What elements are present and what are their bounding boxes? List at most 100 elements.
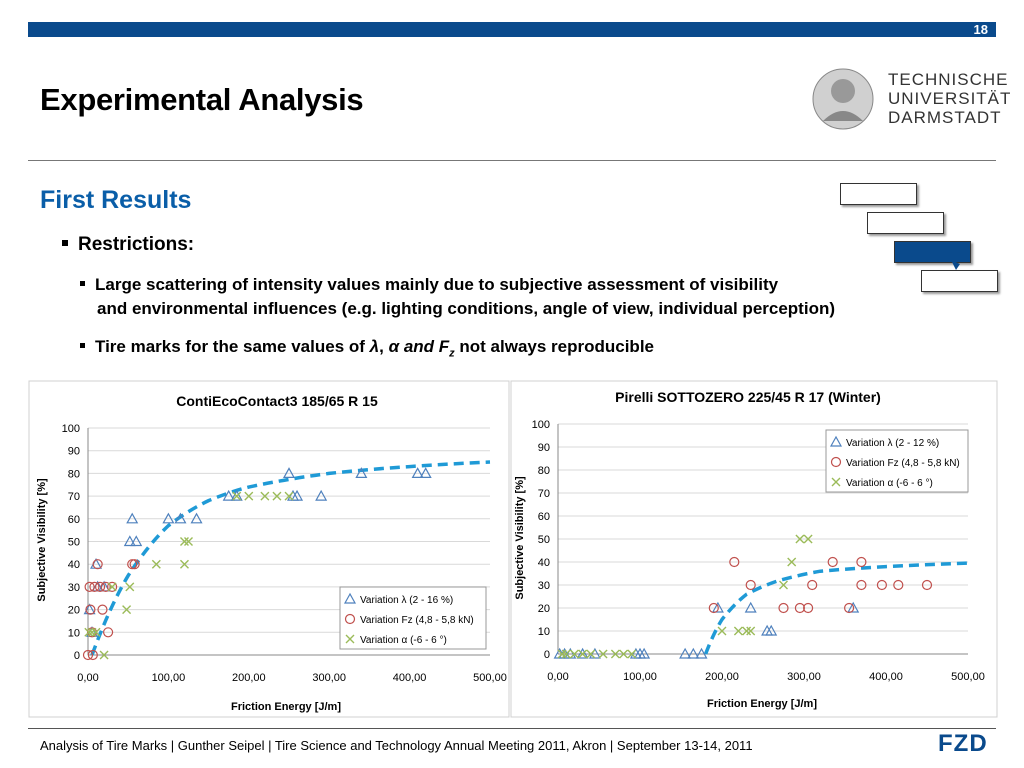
fit-curve — [703, 561, 969, 655]
y-tick-label: 70 — [68, 491, 80, 503]
legend-marker — [830, 456, 842, 468]
top-bar — [28, 22, 996, 37]
stair-step-4 — [921, 270, 998, 292]
data-point — [598, 649, 608, 659]
data-point — [291, 489, 304, 501]
data-point — [695, 647, 708, 659]
legend-entry: Variation λ (2 - 12 %) — [846, 438, 939, 449]
data-point — [122, 605, 132, 615]
y-tick-label: 40 — [538, 557, 550, 569]
data-point — [232, 491, 242, 501]
chart-conti: ContiEcoContact3 185/65 R 15 0 10 20 30 40 50… — [28, 380, 510, 718]
data-point — [282, 467, 296, 479]
slide-title: Experimental Analysis — [40, 82, 364, 117]
data-point — [84, 627, 94, 637]
data-point — [107, 581, 118, 592]
bullet-restrictions-text: Restrictions: — [78, 234, 195, 255]
stair-step-3 — [894, 241, 971, 263]
y-tick-label: 70 — [538, 488, 550, 500]
y-tick-label: 100 — [62, 423, 80, 435]
university-name: TECHNISCHE UNIVERSITÄT DARMSTADT — [888, 70, 1011, 127]
data-point — [87, 649, 98, 661]
x-tick-label: 100,00 — [623, 671, 657, 683]
data-point — [779, 580, 788, 590]
data-point — [230, 489, 243, 501]
data-point — [125, 582, 135, 592]
y-tick-label: 0 — [74, 650, 80, 662]
data-point — [619, 649, 629, 659]
portrait-seal-icon — [812, 68, 874, 130]
legend-marker — [345, 634, 355, 644]
fzd-logo: FZD — [938, 730, 988, 757]
data-point — [222, 489, 235, 501]
data-point — [190, 512, 203, 524]
y-tick-label: 30 — [538, 580, 550, 592]
data-point — [84, 581, 95, 592]
y-tick-label: 10 — [538, 626, 550, 638]
bullet3-sub: z — [449, 347, 455, 360]
data-point — [102, 627, 114, 638]
data-point — [576, 647, 589, 659]
y-tick-label: 30 — [68, 582, 80, 594]
bullet-scattering-line2: and environmental influences (e.g. light… — [97, 299, 835, 318]
legend-entry: Variation λ (2 - 16 %) — [360, 595, 453, 606]
stair-arrow-icon — [951, 260, 960, 270]
data-point — [765, 624, 778, 636]
x-tick-label: 200,00 — [232, 672, 266, 684]
data-point — [679, 647, 692, 659]
bullet-restrictions: Restrictions: — [62, 234, 194, 256]
x-tick-label: 100,00 — [152, 672, 186, 684]
data-point — [744, 601, 757, 613]
y-tick-label: 90 — [538, 442, 550, 454]
data-point — [856, 579, 867, 591]
x-tick-label: 500,00 — [951, 671, 985, 683]
chart-title: Pirelli SOTTOZERO 225/45 R 17 (Winter) — [615, 389, 881, 405]
y-tick-label: 90 — [68, 446, 80, 458]
data-point — [803, 534, 813, 544]
legend-marker — [831, 477, 841, 487]
data-point — [284, 491, 294, 501]
logo-line-1: TECHNISCHE — [888, 70, 1009, 89]
data-point — [578, 649, 588, 659]
data-point — [876, 579, 887, 591]
x-tick-label: 400,00 — [869, 671, 903, 683]
data-point — [733, 626, 743, 636]
data-point — [244, 491, 254, 501]
data-point — [127, 559, 138, 570]
data-point — [561, 649, 571, 659]
bullet-scattering-line1: Large scattering of intensity values mai… — [95, 275, 779, 294]
data-point — [89, 581, 100, 592]
legend-entry: Variation α (-6 - 6 °) — [846, 478, 933, 489]
logo-line-3: DARMSTADT — [888, 108, 1002, 127]
legend-marker — [344, 613, 356, 625]
y-axis-label: Subjective Visibility [%] — [514, 476, 526, 600]
data-point — [746, 626, 756, 636]
legend-marker — [343, 592, 357, 604]
data-point — [355, 467, 368, 479]
data-point — [827, 556, 838, 568]
x-tick-label: 400,00 — [393, 672, 427, 684]
y-tick-label: 80 — [538, 465, 550, 477]
data-point — [107, 582, 117, 592]
fit-curve — [90, 460, 491, 656]
bullet3-pre: Tire marks for the same values of — [95, 337, 370, 356]
data-point — [557, 649, 567, 659]
bullet3-lambda: λ — [369, 337, 380, 356]
data-point — [123, 535, 136, 547]
y-tick-label: 20 — [538, 603, 550, 615]
bullet-reproducibility: Tire marks for the same values of λ, α a… — [80, 335, 654, 365]
data-point — [179, 559, 189, 569]
data-point — [687, 647, 700, 659]
x-tick-label: 0,00 — [547, 671, 568, 683]
data-point — [92, 559, 103, 570]
bullet3-alpha: α and F — [388, 337, 450, 356]
data-point — [856, 556, 867, 568]
legend — [825, 429, 969, 493]
stair-step-1 — [840, 183, 917, 205]
y-tick-label: 10 — [68, 627, 80, 639]
data-point — [184, 537, 193, 546]
y-tick-label: 50 — [538, 534, 550, 546]
x-axis-label: Friction Energy [J/m] — [231, 701, 341, 713]
data-point — [708, 602, 719, 614]
data-point — [91, 627, 101, 637]
